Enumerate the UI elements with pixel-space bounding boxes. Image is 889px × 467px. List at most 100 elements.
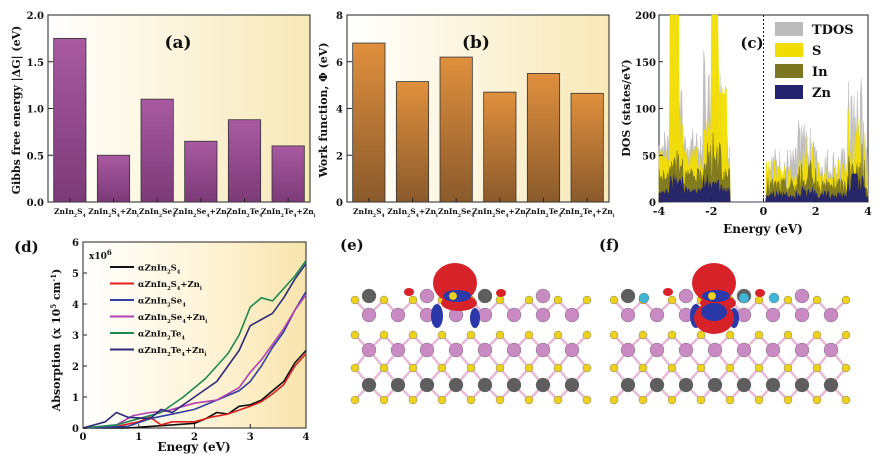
f-atom [736,342,752,358]
panel-a-ylabel: Gibbs free energy |ΔG| (eV) [10,26,23,195]
e-atom [390,342,406,358]
f-atom [812,395,822,405]
f-atom [638,395,648,405]
a-xtick-3: ZnIn2Se4+Zni [173,207,229,219]
e-atom [524,395,534,405]
e-atom [466,363,476,373]
d-ytick-2: 2 [72,362,79,373]
f-surface-atom [620,288,636,304]
d-legend-label-0: αZnIn2S4 [138,264,181,276]
d-ytick-1: 1 [72,393,79,404]
f-atom [620,342,636,358]
e-atom [419,377,435,393]
e-atom [379,295,389,305]
f-atom [794,307,810,323]
f-atom [812,363,822,373]
f-atom [754,295,764,305]
c-legend-swatch-1 [775,43,803,57]
b-bar-3 [483,91,517,203]
d-legend-label-3: αZnIn2Se4+Zni [138,313,207,325]
e-charge-accumulation [496,289,506,297]
f-zn-atom [738,292,750,304]
e-atom [582,295,592,305]
f-atom [667,363,677,373]
panel-c-label: (c) [740,34,763,52]
d-xtick-0: 0 [80,432,87,443]
e-atom [477,377,493,393]
e-atom [553,363,563,373]
panel-e-label: (e) [340,236,364,254]
panel-a: ZnIn2S4 ZnIn2S4+Zni ZnIn2Se4ZnIn2Se4+ZniZn… [10,11,316,219]
f-atom [609,295,619,305]
e-atom [466,395,476,405]
f-atom [725,363,735,373]
panel-f: (f) [599,236,851,405]
panel-d-frame [82,241,307,429]
e-surface-atom [535,288,551,304]
panel-d-label: (d) [14,238,39,256]
panel-d-ylabel: Absorption (x 105 cm-1) [49,269,64,413]
panel-c-xlabel: Energy (eV) [723,222,803,236]
d-legend-label-1: αZnIn2S4+Zni [138,280,202,292]
e-atom [506,342,522,358]
d-xtick-4: 4 [303,432,310,443]
d-xtick-1: 1 [135,432,142,443]
e-atom [524,363,534,373]
e-atom [379,363,389,373]
a-xtick-4: ZnIn2Te4 [227,207,263,219]
d-ytick-3: 3 [72,331,79,342]
f-atom [725,330,735,340]
d-xtick-2: 2 [191,432,198,443]
c-legend-label-1: S [812,44,821,59]
b-xtick-2: ZnIn2Se4 [438,207,474,219]
c-xtick-3: 2 [812,205,820,218]
e-charge-depletion [470,308,480,328]
f-atom [736,307,752,323]
f-atom [841,295,851,305]
f-atom [620,307,636,323]
f-zn-atom [768,292,780,304]
f-atom [794,377,810,393]
a-bar-4 [227,119,262,203]
f-atom [678,377,694,393]
e-atom [535,307,551,323]
e-atom [506,307,522,323]
f-atom [765,377,781,393]
e-atom [361,377,377,393]
e-atom [535,342,551,358]
a-ytick-1: 0.5 [27,151,44,162]
f-charge-accumulation [663,288,673,296]
e-atom [553,395,563,405]
panel-b: ZnIn2S4 ZnIn2S4+Zni ZnIn2Se4ZnIn2Se4+ZniZn… [317,11,615,219]
f-atom [609,395,619,405]
b-ytick-1: 2 [336,151,343,162]
f-atom [841,330,851,340]
panel-d: 0 1 2 3 4 0 1 2 3 4 5 6 (d) x106 Absorption (x 105 … [14,238,310,454]
e-atom [495,395,505,405]
e-atom [477,307,493,323]
e-adsorbate-atom [448,291,458,301]
a-xtick-2: ZnIn2Se4 [139,207,175,219]
a-xtick-5: ZnIn2Te4+Zni [261,207,316,219]
e-atom [379,395,389,405]
e-atom [553,295,563,305]
f-atom [649,307,665,323]
f-atom [823,377,839,393]
e-atom [350,295,360,305]
e-atom [582,330,592,340]
a-ytick-0: 0.0 [27,198,44,209]
f-atom [754,395,764,405]
e-atom [495,295,505,305]
b-ytick-2: 4 [336,105,343,116]
f-atom [707,377,723,393]
f-atom [812,295,822,305]
f-atom [754,330,764,340]
e-atom [506,377,522,393]
e-atom [408,330,418,340]
e-atom [448,377,464,393]
e-atom [437,395,447,405]
f-atom [696,330,706,340]
d-legend-label-2: αZnIn2Se4 [138,297,186,309]
c-legend-label-0: TDOS [812,23,854,38]
